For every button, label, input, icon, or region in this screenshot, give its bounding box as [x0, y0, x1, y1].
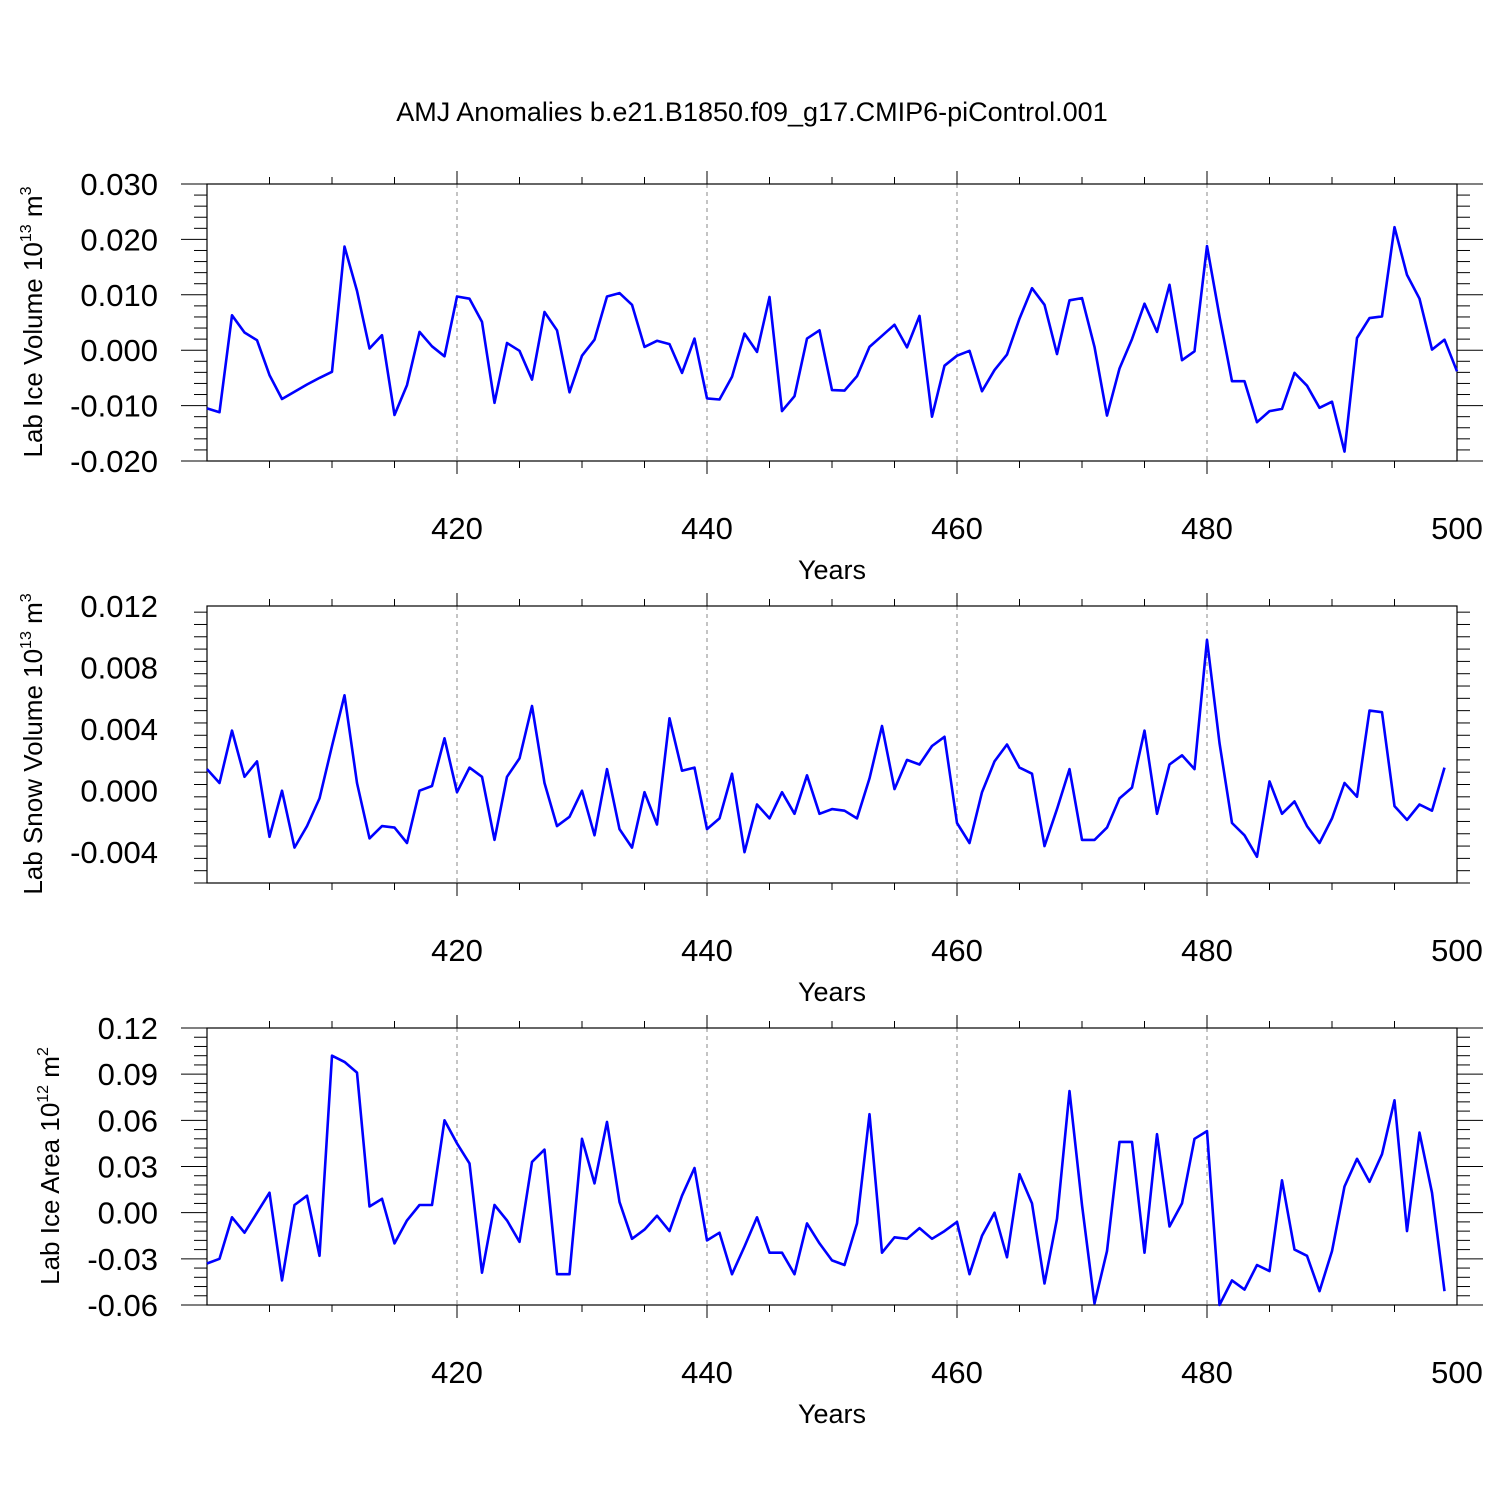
y-tick-label: 0.010 [80, 278, 158, 313]
x-tick-label: 460 [931, 933, 983, 968]
y-axis-title-unit: m [35, 1056, 65, 1085]
y-axis-title-main: Lab Ice Volume 10 [18, 242, 48, 457]
x-tick-label: 460 [931, 511, 983, 546]
y-tick-label: 0.012 [80, 589, 158, 624]
x-tick-label: 420 [431, 933, 483, 968]
x-tick-label: 420 [431, 511, 483, 546]
y-axis-title-main: Lab Snow Volume 10 [18, 649, 48, 895]
y-tick-label: -0.020 [70, 444, 158, 479]
y-axis-title-unit-exponent: 3 [18, 593, 35, 602]
y-tick-label: -0.010 [70, 389, 158, 424]
y-tick-label: 0.00 [98, 1196, 158, 1231]
x-tick-label: 500 [1431, 511, 1483, 546]
y-tick-label: 0.09 [98, 1057, 158, 1092]
y-tick-label: 0.06 [98, 1103, 158, 1138]
y-tick-label: 0.004 [80, 712, 158, 747]
series-line [206, 1054, 1446, 1307]
series-line [206, 225, 1459, 453]
plot-frame [206, 605, 1458, 884]
x-axis-title: Years [798, 555, 866, 585]
x-tick-label: 420 [431, 1355, 483, 1390]
x-tick-label: 440 [681, 1355, 733, 1390]
snow-volume-panel: -0.004 0.000 0.004 0.008 0.012 420 440 460 480 50… [18, 589, 1483, 1007]
x-axis-title: Years [798, 977, 866, 1007]
y-axis-title-unit: m [18, 602, 48, 631]
y-tick-label: 0.000 [80, 774, 158, 809]
y-tick-label: 0.030 [80, 167, 158, 202]
plot-frame [206, 183, 1458, 462]
y-axis-title-unit-exponent: 3 [18, 186, 35, 195]
y-axis-title-unit: m [18, 195, 48, 224]
y-tick-label: 0.008 [80, 651, 158, 686]
x-axis-title: Years [798, 1399, 866, 1429]
x-tick-label: 480 [1181, 511, 1233, 546]
y-axis-title-exponent: 12 [35, 1085, 52, 1103]
y-tick-label: 0.000 [80, 333, 158, 368]
y-axis-title: Lab Ice Area 1012 m2 [35, 1047, 65, 1285]
x-tick-label: 480 [1181, 1355, 1233, 1390]
series-line [206, 638, 1446, 859]
ice-volume-panel: -0.020 -0.010 0.000 0.010 0.020 0.030 420 440 46… [18, 167, 1483, 585]
y-axis-title: Lab Ice Volume 1013 m3 [18, 186, 48, 457]
y-tick-label: 0.12 [98, 1011, 158, 1046]
x-tick-label: 460 [931, 1355, 983, 1390]
plot-frame [206, 1027, 1458, 1306]
x-tick-label: 500 [1431, 1355, 1483, 1390]
x-tick-label: 500 [1431, 933, 1483, 968]
y-axis-title-unit-exponent: 2 [35, 1047, 52, 1056]
x-tick-label: 440 [681, 933, 733, 968]
x-tick-label: 440 [681, 511, 733, 546]
y-tick-label: -0.004 [70, 835, 158, 870]
y-tick-label: -0.03 [87, 1242, 158, 1277]
x-tick-label: 480 [1181, 933, 1233, 968]
y-tick-label: -0.06 [87, 1288, 158, 1323]
y-axis-title-exponent: 13 [18, 224, 35, 242]
ice-area-panel: -0.06 -0.03 0.00 0.03 0.06 0.09 0.12 420 440 460 4… [35, 1011, 1483, 1429]
page-title: AMJ Anomalies b.e21.B1850.f09_g17.CMIP6-… [396, 97, 1107, 127]
y-tick-label: 0.020 [80, 222, 158, 257]
y-tick-label: 0.03 [98, 1150, 158, 1185]
y-axis-title: Lab Snow Volume 1013 m3 [18, 593, 48, 894]
y-axis-title-main: Lab Ice Area 10 [35, 1103, 65, 1285]
y-axis-title-exponent: 13 [18, 631, 35, 649]
